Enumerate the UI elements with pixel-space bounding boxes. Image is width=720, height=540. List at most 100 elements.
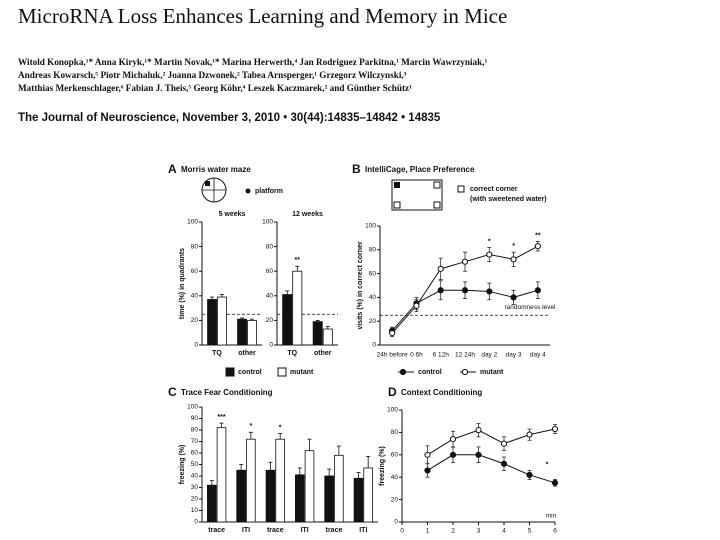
journal-line: The Journal of Neuroscience, November 3,… [18, 112, 441, 124]
y-tick-label: 80 [369, 247, 377, 254]
x-tick-label: ITI [301, 527, 309, 534]
y-tick-label: 100 [387, 407, 398, 414]
significance-label: *** [217, 414, 225, 421]
panel-label: C [168, 385, 177, 399]
x-tick-label: trace [326, 527, 343, 534]
marker [526, 471, 533, 479]
x-tick-label: 5 [528, 528, 532, 535]
y-tick-label: 0 [372, 342, 376, 349]
y-tick-label: 30 [191, 484, 199, 491]
author-line: Witold Konopka,¹* Anna Kiryk,¹* Martin N… [18, 57, 488, 67]
bar [246, 438, 256, 523]
marker [461, 287, 469, 294]
marker [526, 431, 533, 438]
y-tick-label: 60 [369, 270, 377, 277]
y-tick-label: 50 [191, 461, 199, 468]
bar [282, 294, 293, 346]
panel-title: Morris water maze [181, 165, 251, 174]
bar [353, 477, 364, 523]
y-tick-label: 100 [187, 219, 198, 226]
bar [236, 469, 246, 523]
marker [424, 467, 431, 474]
x-tick-label: other [314, 350, 332, 357]
y-tick-label: 0 [194, 519, 198, 526]
marker [486, 251, 493, 258]
legend-label: mutant [290, 369, 314, 376]
bar [275, 438, 285, 523]
y-tick-label: 80 [266, 243, 274, 250]
y-tick-label: 60 [391, 452, 399, 459]
x-tick-label: 3 [477, 528, 481, 535]
x-tick-label: 2 [451, 528, 455, 535]
y-tick-label: 20 [266, 317, 274, 324]
y-tick-label: 100 [262, 219, 273, 226]
legend-icon [245, 188, 251, 194]
y-tick-label: 80 [191, 243, 199, 250]
y-tick-label: 40 [191, 293, 199, 300]
marker [449, 451, 457, 458]
paper-title: MicroRNA Loss Enhances Learning and Memo… [18, 4, 507, 28]
marker [534, 243, 541, 250]
marker [437, 265, 444, 272]
y-tick-label: 90 [191, 415, 199, 422]
reference-label: randomness level [505, 304, 556, 311]
panel-title: Context Conditioning [401, 388, 482, 397]
x-tick-label: trace [267, 527, 284, 534]
significance-label: * [279, 424, 282, 431]
marker [500, 440, 508, 447]
line [427, 428, 556, 456]
panel-label: B [352, 162, 361, 176]
y-tick-label: 80 [391, 429, 399, 436]
marker [424, 451, 431, 458]
significance-label: * [512, 243, 515, 250]
marker [389, 330, 396, 337]
bar [322, 328, 333, 346]
y-axis-label: freezing (%) [379, 446, 386, 486]
y-tick-label: 20 [391, 496, 399, 503]
legend-label: platform [255, 188, 283, 195]
legend-swatch [277, 367, 287, 377]
significance-label: ** [295, 257, 301, 264]
x-tick-label: TQ [287, 350, 297, 357]
subplot-title: 5 weeks [219, 211, 246, 218]
marker [510, 294, 517, 301]
legend-label: mutant [480, 369, 504, 376]
x-tick-label: 0 6h [410, 352, 423, 359]
legend-swatch [399, 368, 407, 376]
y-tick-label: 70 [191, 438, 199, 445]
bar [247, 319, 257, 346]
legend-label: control [238, 369, 262, 376]
marker [510, 256, 517, 263]
y-tick-label: 80 [191, 427, 199, 434]
cage-icon [393, 201, 401, 209]
marker [551, 479, 559, 486]
x-tick-label: trace [208, 527, 225, 534]
panel-label: D [388, 385, 397, 399]
cage-icon [394, 182, 400, 188]
significance-label: ** [535, 232, 541, 239]
marker [437, 287, 444, 294]
y-tick-label: 40 [369, 294, 377, 301]
y-tick-label: 60 [191, 450, 199, 457]
bar [295, 474, 305, 523]
y-tick-label: 0 [394, 519, 398, 526]
x-tick-label: 1 [426, 528, 430, 535]
bar [312, 321, 323, 346]
bar [207, 299, 217, 346]
bar [237, 318, 247, 346]
marker [500, 460, 508, 467]
bar [207, 484, 217, 523]
y-tick-label: 40 [266, 293, 274, 300]
x-tick-label: day 2 [481, 352, 497, 359]
y-tick-label: 20 [369, 318, 377, 325]
x-tick-label: ITI [242, 527, 250, 534]
marker [413, 302, 420, 309]
panel-title: IntelliCage, Place Preference [365, 165, 475, 174]
panel-label: A [168, 162, 177, 176]
legend-icon [457, 185, 465, 193]
legend-label: (with sweetened water) [470, 196, 547, 203]
y-axis-label: freezing (%) [179, 445, 186, 485]
marker [534, 287, 541, 294]
y-tick-label: 100 [365, 223, 376, 230]
legend-swatch [461, 368, 469, 376]
